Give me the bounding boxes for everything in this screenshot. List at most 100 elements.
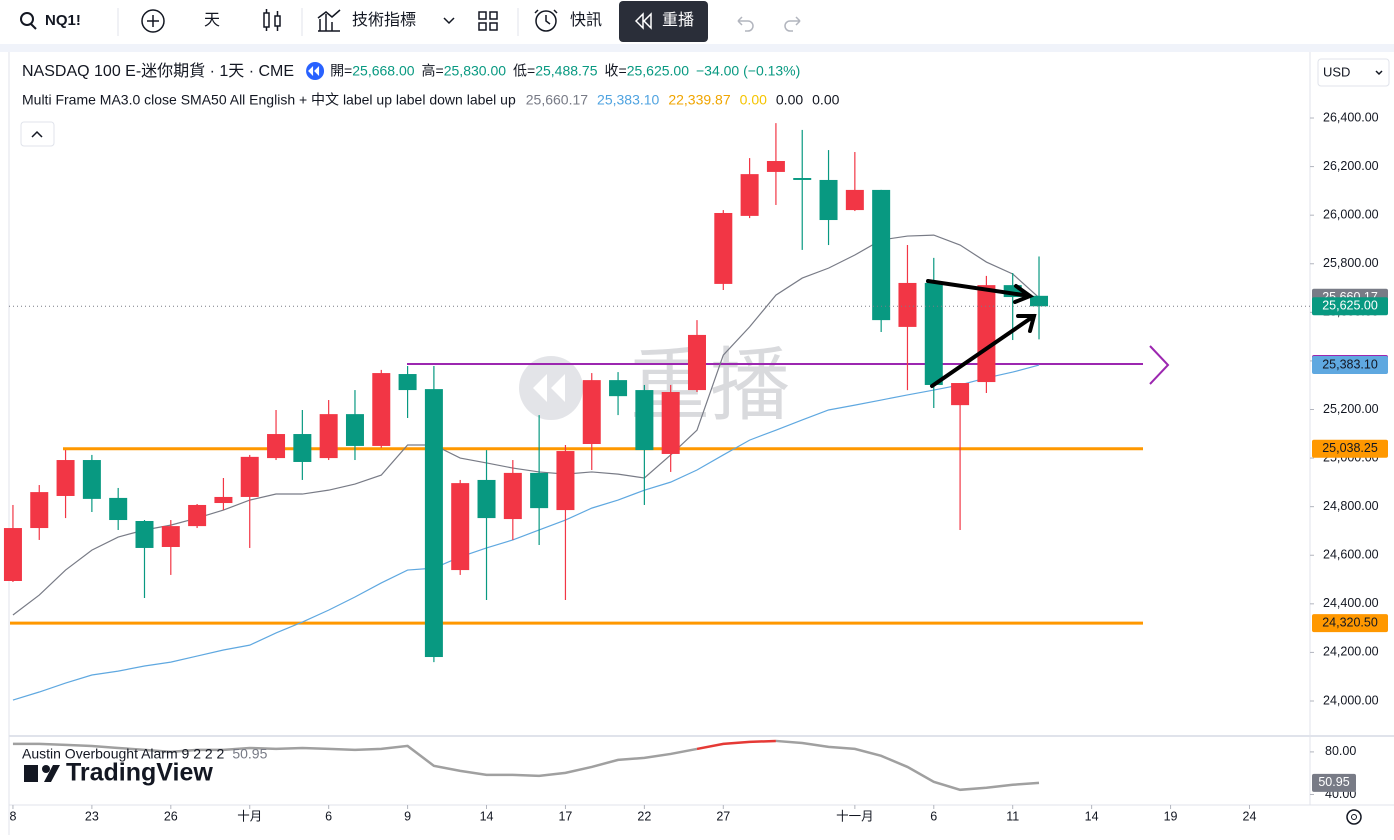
redo[interactable] (784, 16, 801, 32)
y-tick-label: 26,000.00 (1323, 207, 1379, 221)
ohlc-key: 開= (330, 63, 352, 79)
chart-type[interactable] (263, 9, 281, 31)
candle-body (240, 456, 259, 497)
y-tick-label: 25,200.00 (1323, 402, 1379, 416)
x-tick-label: 十月 (237, 809, 262, 823)
indicator-value: 0.00 (740, 92, 767, 108)
candle-body (687, 334, 706, 391)
level-label-box (1312, 439, 1388, 458)
ma-label-box (1312, 356, 1388, 375)
y-tick-label: 24,600.00 (1323, 548, 1379, 562)
y-tick-label: 26,400.00 (1323, 110, 1379, 124)
candle-body (477, 479, 496, 519)
indicator-value: 0.00 (812, 92, 839, 108)
x-tick-label: 17 (558, 809, 572, 823)
plot: 24,000.00 24,200.00 24,400.00 24,600.00 24,8… (3, 110, 1388, 823)
x-tick-label: 19 (1164, 809, 1178, 823)
ray-arrowhead (1149, 345, 1170, 385)
x-tick-label: 11 (1006, 809, 1019, 823)
sub-last-label: 50.95 (1318, 775, 1349, 789)
sub-y-tick-label: 80.00 (1325, 744, 1356, 758)
candle-body (135, 520, 154, 548)
last-price-label: 25,625.00 (1322, 299, 1378, 313)
candle-body (793, 178, 812, 180)
y-tick-label: 24,400.00 (1323, 596, 1379, 610)
oscillator-line (696, 739, 776, 751)
interval[interactable]: 天 (204, 12, 220, 29)
candle-body (372, 373, 391, 446)
settings[interactable] (1346, 809, 1362, 825)
candle-body (109, 497, 128, 521)
indicator-legend: Multi Frame MA3.0 close SMA50 All Englis… (22, 92, 840, 108)
drawing-arrows (926, 279, 1037, 388)
candle-body (766, 161, 785, 172)
candle-body (56, 460, 75, 496)
collapse-button[interactable] (20, 121, 55, 147)
sub-legend: Austin Overbought Alarm 9 2 2 2 50.95 (22, 746, 268, 762)
candle-body (398, 374, 417, 391)
currency-select[interactable]: USD (1317, 58, 1390, 87)
level-label-box (1312, 614, 1388, 633)
y-tick-label: 24,800.00 (1323, 499, 1379, 513)
candle-body (951, 383, 970, 406)
symbol: NQ1! (45, 12, 81, 29)
candle-body (503, 472, 522, 520)
x-tick-label: 26 (164, 809, 178, 823)
moving-average (12, 234, 1040, 616)
candle-body (451, 483, 470, 571)
back-icon-glyph (308, 66, 320, 76)
x-tick-label: 6 (930, 809, 937, 823)
x-tick-label: 9 (404, 809, 411, 823)
candle-body (635, 390, 654, 451)
x-tick-label: 24 (1243, 809, 1257, 823)
layout-button[interactable] (478, 11, 498, 31)
change: −34.00 (−0.13%) (696, 63, 800, 79)
ohlc-value: 25,625.00 (627, 63, 689, 79)
indicators-button[interactable]: 技術指標 (317, 9, 416, 32)
candle-body (424, 389, 443, 658)
candle-body (556, 451, 575, 511)
ohlc-key: 低= (513, 63, 535, 79)
candle-body (740, 174, 759, 216)
candle-body (819, 179, 838, 221)
chevron[interactable] (443, 17, 455, 25)
indicator-value: 0.00 (776, 92, 803, 108)
candle-body (609, 380, 628, 397)
oscillator-line (775, 739, 1040, 792)
alerts-button[interactable]: 快訊 (534, 9, 602, 32)
x-tick-label: 23 (85, 809, 99, 823)
replay-button[interactable]: 重播 (619, 1, 708, 42)
candle-body (714, 212, 733, 284)
undo[interactable] (737, 16, 754, 32)
indicator-value: 25,660.17 (526, 92, 588, 108)
candle-body (319, 414, 338, 459)
y-tick-label: 25,800.00 (1323, 256, 1379, 270)
indicator-value: 22,339.87 (668, 92, 730, 108)
candle-body (530, 472, 549, 509)
y-tick-label: 24,000.00 (1323, 693, 1379, 707)
sub-last-box (1312, 773, 1356, 792)
candle-body (898, 282, 917, 327)
alerts-label: 快訊 (570, 11, 602, 29)
x-tick-label: 14 (480, 809, 494, 823)
candle-body (82, 460, 101, 499)
candle-body (214, 496, 233, 504)
y-tick-label: 26,200.00 (1323, 159, 1379, 173)
watermark: 重播 (519, 341, 790, 430)
oscillator-line (12, 742, 698, 778)
candle-body (977, 285, 996, 383)
candle-body (872, 189, 891, 321)
replay-label: 重播 (662, 11, 694, 29)
add-symbol[interactable] (141, 9, 165, 33)
symbol-search[interactable]: NQ1! (20, 12, 81, 30)
x-tick-label: 14 (1085, 809, 1099, 823)
candle-body (345, 414, 364, 446)
candle-body (161, 526, 180, 547)
candle-body (1030, 295, 1049, 307)
indicator-value: 25,383.10 (597, 92, 659, 108)
ma-label: 25,383.10 (1322, 357, 1378, 371)
candle-body (30, 492, 49, 529)
watermark-text: 重播 (630, 341, 790, 430)
